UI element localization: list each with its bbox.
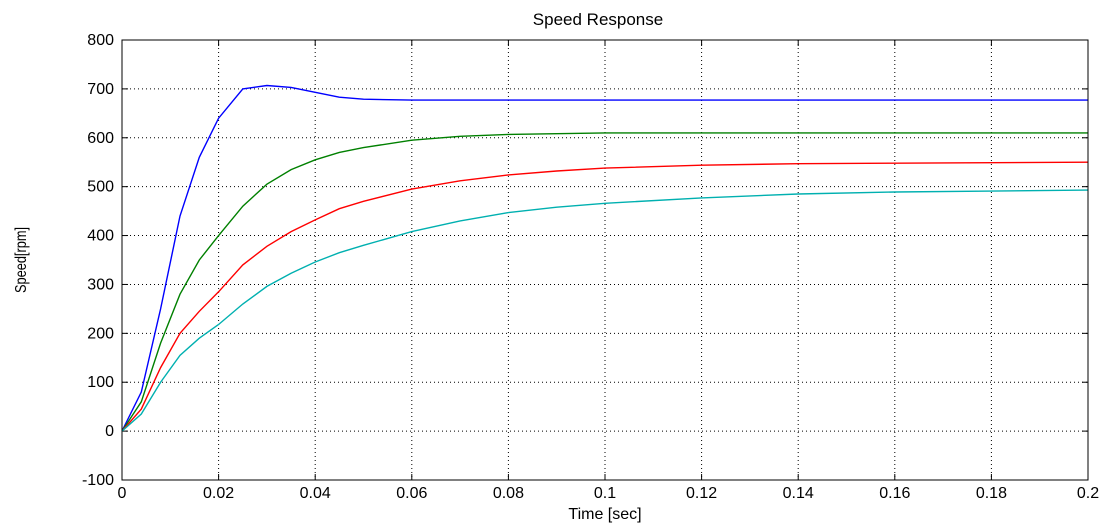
y-tick-label: 0 bbox=[105, 423, 114, 440]
x-tick-label: 0.16 bbox=[879, 485, 910, 502]
y-tick-label: 600 bbox=[87, 130, 114, 147]
y-tick-label: 300 bbox=[87, 276, 114, 293]
y-tick-label: 400 bbox=[87, 228, 114, 245]
series-group bbox=[121, 84, 1089, 432]
series-line-2 bbox=[121, 132, 1088, 432]
y-tick-label: -100 bbox=[82, 472, 114, 489]
y-tick-label: 500 bbox=[87, 179, 114, 196]
x-tick-label: 0.14 bbox=[783, 485, 814, 502]
x-tick-label: 0.04 bbox=[300, 485, 331, 502]
y-axis-label: Speed[rpm] bbox=[13, 227, 31, 293]
y-tick-label: 100 bbox=[87, 374, 114, 391]
chart-title: Speed Response bbox=[533, 10, 663, 29]
grid bbox=[122, 40, 1088, 480]
x-axis-label: Time [sec] bbox=[568, 506, 641, 523]
x-tick-label: 0.2 bbox=[1077, 485, 1099, 502]
series-line-1 bbox=[121, 84, 1088, 432]
x-tick-label: 0.08 bbox=[493, 485, 524, 502]
x-tick-label: 0 bbox=[118, 485, 127, 502]
y-tick-label: 800 bbox=[87, 32, 114, 49]
tick-labels: 0 0.02 0.04 0.06 0.08 0.1 0.12 0.14 0.16 0.18 0.2 -… bbox=[82, 32, 1099, 502]
plot-border bbox=[121, 39, 1089, 481]
x-tick-label: 0.12 bbox=[686, 485, 717, 502]
series-line-4 bbox=[121, 189, 1089, 432]
x-tick-label: 0.1 bbox=[594, 485, 616, 502]
x-tick-label: 0.06 bbox=[396, 485, 427, 502]
y-tick-label: 200 bbox=[87, 325, 114, 342]
y-tick-label: 700 bbox=[87, 81, 114, 98]
series-line-3 bbox=[121, 161, 1089, 432]
x-tick-label: 0.18 bbox=[976, 485, 1007, 502]
x-tick-label: 0.02 bbox=[203, 485, 234, 502]
